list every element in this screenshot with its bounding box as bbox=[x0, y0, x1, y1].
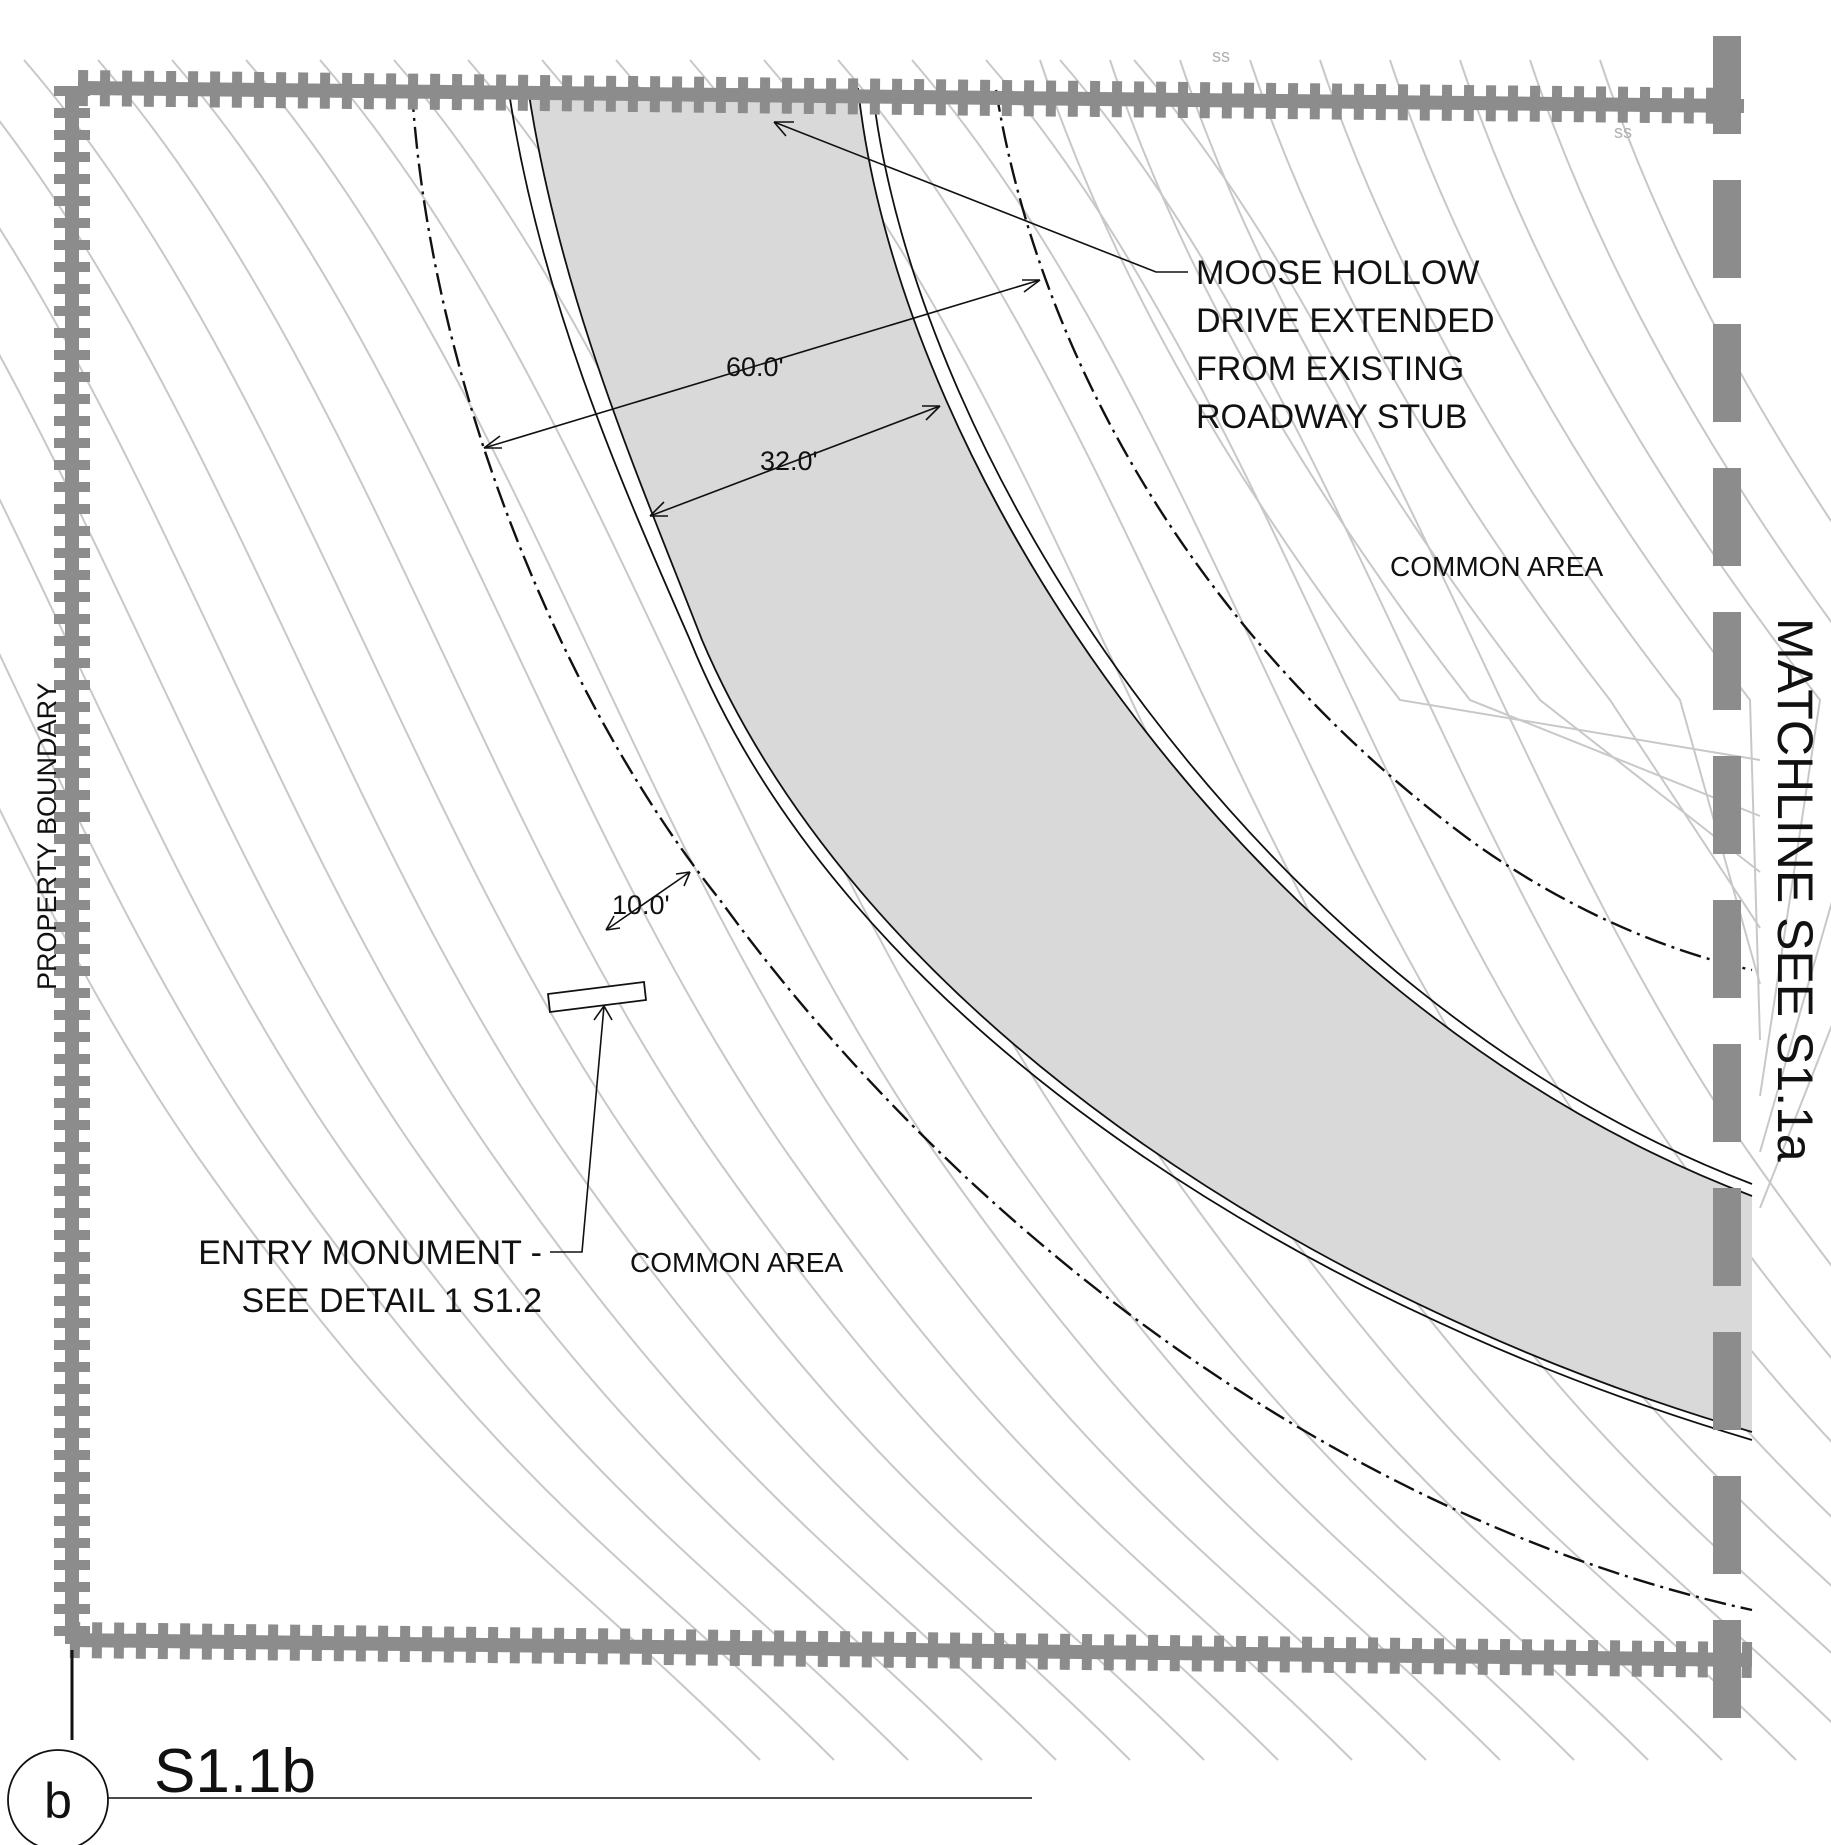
dim-60-arrow-b bbox=[1022, 279, 1041, 293]
entry-monument-label-line-1: ENTRY MONUMENT - bbox=[198, 1234, 542, 1272]
road-name-leader bbox=[773, 121, 1188, 273]
left-edge-inner bbox=[527, 87, 1753, 1433]
dim-10-arrow-a bbox=[605, 915, 621, 931]
road-name-line-3: FROM EXISTING bbox=[1196, 350, 1464, 388]
sheet-title-block: b S1.1b bbox=[7, 1650, 1032, 1845]
right-edge-outer bbox=[871, 85, 1753, 1185]
contour-line bbox=[1133, 59, 1831, 1267]
property-boundary-label: PROPERTY BOUNDARY bbox=[32, 682, 62, 990]
dim-10-arrow-b bbox=[675, 871, 691, 887]
road-name-leader-arrow bbox=[773, 121, 794, 137]
road-edge-lines bbox=[507, 85, 1753, 1441]
dim-32-arrow-b bbox=[922, 405, 941, 421]
road-name-line-1: MOOSE HOLLOW bbox=[1196, 254, 1479, 292]
contour-line bbox=[1529, 59, 1831, 1153]
dimension-lines bbox=[483, 279, 1041, 931]
dim-10-line bbox=[605, 871, 691, 931]
right-edge-inner bbox=[857, 87, 1753, 1197]
contour-line bbox=[1249, 59, 1761, 929]
contour-line bbox=[393, 59, 1575, 1761]
left-edge-outer bbox=[507, 85, 1753, 1441]
contour-line bbox=[0, 120, 1131, 1761]
matchline-label: MATCHLINE SEE S1.1a bbox=[1767, 618, 1823, 1162]
contour-line bbox=[0, 652, 835, 1761]
dim-60-line bbox=[483, 279, 1041, 449]
entry-monument-label-line-2: SEE DETAIL 1 S1.2 bbox=[242, 1282, 542, 1320]
contour-line bbox=[1599, 59, 1831, 1209]
sewer-label-2: ss bbox=[1614, 122, 1632, 142]
contour-line bbox=[1459, 59, 1822, 1097]
contour-line bbox=[171, 59, 1353, 1761]
dim-60-arrow-a bbox=[483, 435, 502, 449]
contour-line bbox=[23, 59, 1205, 1761]
dim-32-arrow-a bbox=[649, 501, 668, 517]
monument-leader bbox=[550, 1005, 605, 1253]
detail-tag-circle bbox=[7, 1749, 109, 1845]
contour-line bbox=[1319, 59, 1761, 985]
row-width-dimension: 60.0' bbox=[726, 352, 784, 382]
row-line-east bbox=[994, 89, 1753, 972]
road-name-label: MOOSE HOLLOW DRIVE EXTENDED FROM EXISTIN… bbox=[1196, 254, 1495, 436]
road-name-line-4: ROADWAY STUB bbox=[1196, 398, 1467, 436]
road-name-line-2: DRIVE EXTENDED bbox=[1196, 302, 1495, 340]
right-of-way-lines bbox=[410, 89, 1753, 1612]
setback-dimension: 10.0' bbox=[612, 890, 670, 920]
dim-32-line bbox=[649, 405, 941, 517]
monument-leader-arrow bbox=[593, 1005, 613, 1021]
leader-lines bbox=[550, 121, 1188, 1253]
property-boundary-line bbox=[54, 70, 1753, 1678]
contour-line bbox=[1109, 59, 1761, 817]
contour-line bbox=[0, 807, 761, 1761]
contour-line bbox=[319, 59, 1501, 1761]
contour-line bbox=[1389, 59, 1761, 1041]
sewer-label-1: ss bbox=[1212, 46, 1230, 66]
common-area-east-label: COMMON AREA bbox=[1390, 551, 1603, 582]
contour-line bbox=[1179, 59, 1761, 873]
contour-line bbox=[97, 59, 1279, 1761]
contour-line bbox=[0, 353, 983, 1761]
detail-tag-letter: b bbox=[44, 1773, 72, 1829]
row-line-west bbox=[410, 89, 1753, 1612]
contour-line bbox=[0, 498, 909, 1761]
sheet-id: S1.1b bbox=[154, 1737, 316, 1806]
contour-line bbox=[1059, 59, 1831, 1360]
entry-monument bbox=[547, 980, 647, 1014]
pavement-width-dimension: 32.0' bbox=[760, 446, 818, 476]
contour-line bbox=[1039, 59, 1761, 761]
common-area-south-label: COMMON AREA bbox=[630, 1247, 843, 1278]
road-pavement bbox=[528, 88, 1752, 1432]
contour-line bbox=[245, 59, 1427, 1761]
